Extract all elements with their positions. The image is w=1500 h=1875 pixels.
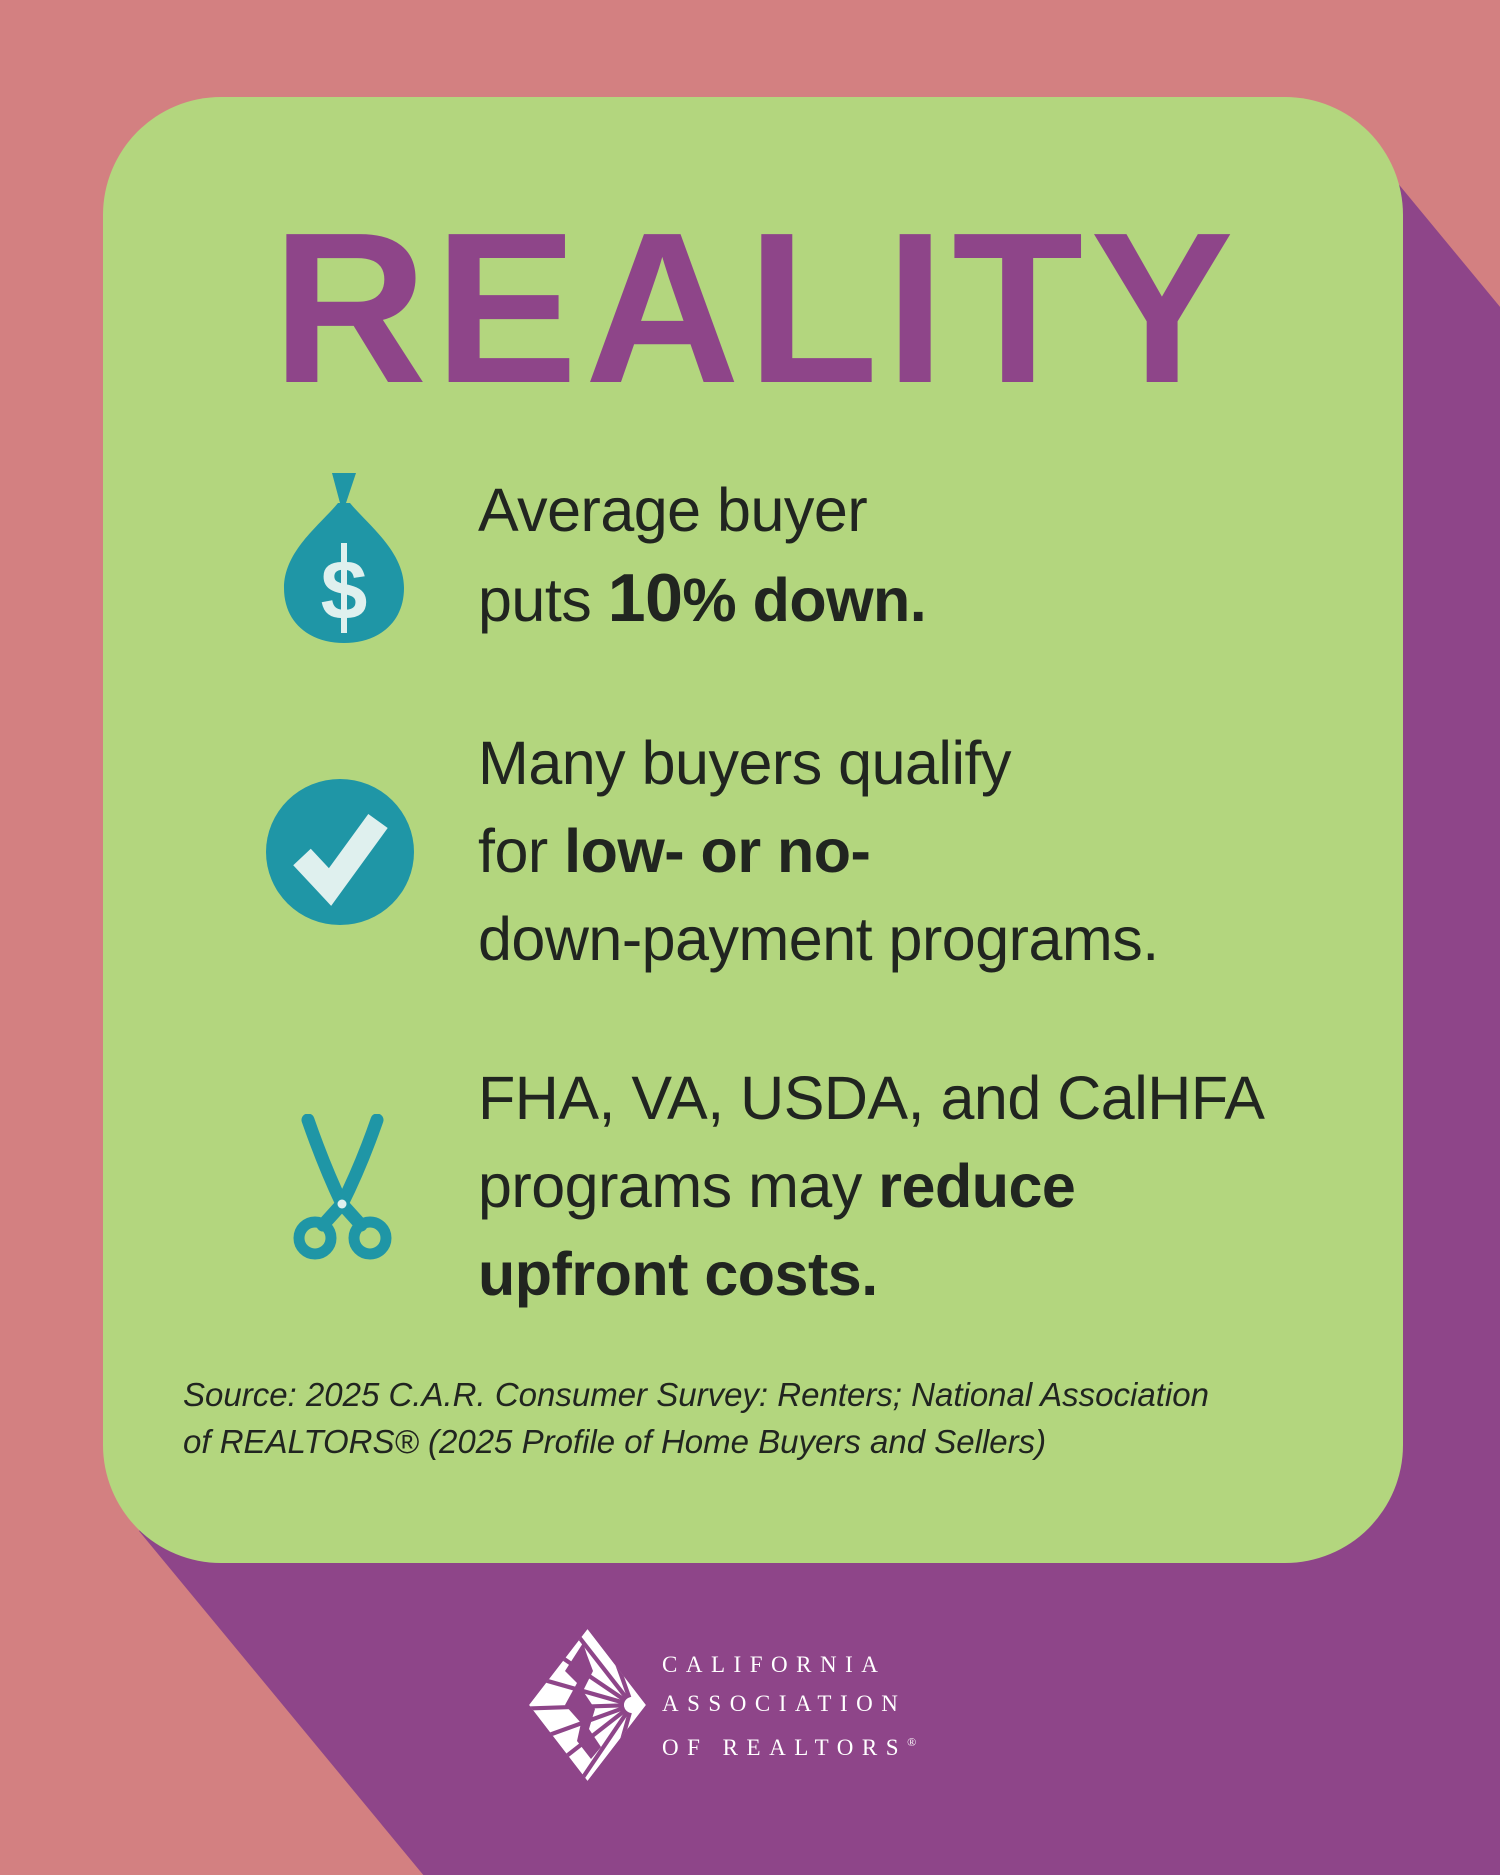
logo-line: ASSOCIATION (662, 1690, 907, 1716)
bullet-line: Many buyers qualify (478, 729, 1011, 797)
car-logo-icon (529, 1629, 646, 1781)
page-title: REALITY (272, 187, 1241, 428)
bullet-line: FHA, VA, USDA, and CalHFA (478, 1064, 1265, 1132)
logo-line: OF REALTORS® (662, 1735, 917, 1761)
bullet-average-down-payment: Average buyer puts 10% down. (478, 466, 927, 644)
source-citation: Source: 2025 C.A.R. Consumer Survey: Ren… (183, 1371, 1209, 1465)
bullet-line: programs may reduce (478, 1152, 1076, 1220)
bullet-low-no-down-programs: Many buyers qualify for low- or no- down… (478, 719, 1159, 983)
check-icon (266, 779, 414, 925)
bullet-line: upfront costs. (478, 1240, 878, 1308)
money-bag-icon: $ (284, 473, 404, 643)
bullet-line: Average buyer (478, 476, 868, 544)
bullet-line: down-payment programs. (478, 905, 1159, 973)
logo-line: CALIFORNIA (662, 1652, 887, 1677)
bullet-line: puts 10% down. (478, 560, 927, 636)
car-logo-wordmark: CALIFORNIA ASSOCIATION OF REALTORS® (662, 1646, 916, 1768)
source-line: Source: 2025 C.A.R. Consumer Survey: Ren… (183, 1376, 1209, 1413)
svg-text:$: $ (321, 543, 368, 637)
bullet-program-cost-reduction: FHA, VA, USDA, and CalHFA programs may r… (478, 1054, 1265, 1318)
registered-mark: ® (907, 1735, 917, 1750)
scissors-icon (293, 1114, 392, 1260)
bullet-line: for low- or no- (478, 817, 871, 885)
source-line: of REALTORS® (2025 Profile of Home Buyer… (183, 1423, 1047, 1460)
